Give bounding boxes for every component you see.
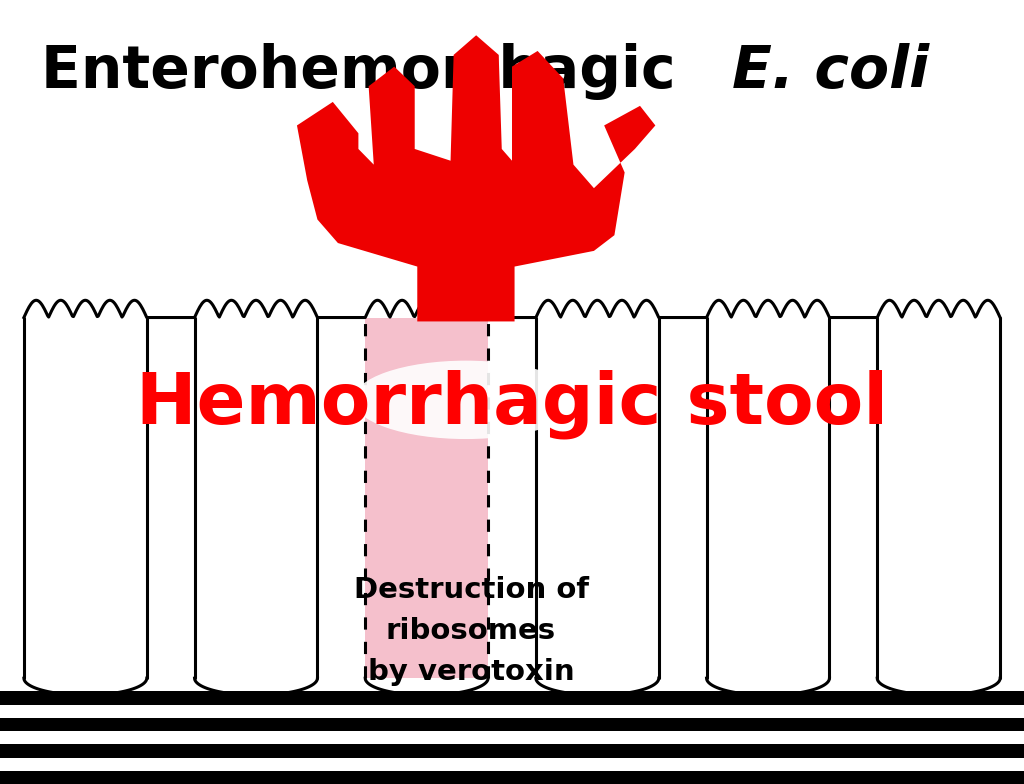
Bar [0, 757, 1024, 771]
Text: Destruction of
ribosomes
by verotoxin: Destruction of ribosomes by verotoxin [353, 576, 589, 686]
Bar [0, 718, 1024, 731]
Bar [195, 318, 317, 678]
Ellipse shape [353, 361, 579, 439]
Bar [0, 744, 1024, 757]
Bar [0, 731, 1024, 744]
Bar [0, 771, 1024, 784]
Polygon shape [297, 35, 655, 321]
Bar [707, 318, 829, 678]
Text: Hemorrhagic stool: Hemorrhagic stool [136, 369, 888, 438]
Bar [0, 678, 1024, 691]
Bar [366, 318, 488, 678]
Bar [24, 318, 146, 678]
Bar [0, 691, 1024, 705]
Text: E. coli: E. coli [732, 43, 930, 100]
Text: Enterohemorrhagic: Enterohemorrhagic [41, 43, 696, 100]
Bar [366, 318, 488, 678]
Bar [536, 318, 658, 678]
Bar [0, 705, 1024, 718]
Bar [878, 318, 1000, 678]
